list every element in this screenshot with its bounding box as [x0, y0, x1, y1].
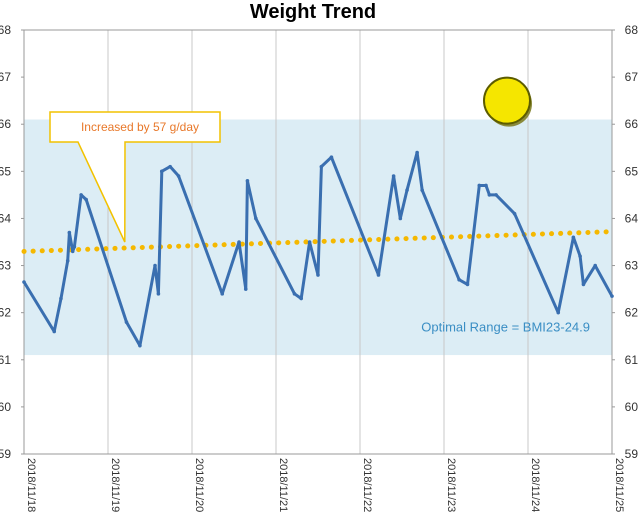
weight-data-point	[578, 254, 582, 258]
weight-data-point	[307, 240, 312, 244]
annotation-text: Increased by 57 g/day	[81, 120, 199, 134]
weight-data-point	[593, 263, 597, 268]
x-tick-label: 2018/11/25	[613, 458, 625, 512]
weight-data-point	[487, 193, 492, 197]
weight-data-point	[512, 211, 517, 216]
y-tick-label-left: 67	[0, 70, 11, 84]
weight-data-point	[292, 292, 297, 296]
weight-data-point	[22, 280, 26, 284]
x-tick-label: 2018/11/19	[109, 458, 121, 512]
y-tick-label-left: 66	[0, 117, 11, 131]
plot-area: 59 59 60 60 61 61 62 62 63 63 64 64 65 65 66 66 67 67 68 68…	[0, 23, 638, 512]
weight-data-point	[581, 282, 586, 287]
weight-data-point	[138, 343, 142, 348]
weight-data-point	[243, 287, 248, 291]
chart-title: Weight Trend	[250, 1, 376, 23]
weight-data-point	[70, 249, 75, 254]
y-tick-label-left: 68	[0, 23, 11, 37]
x-tick-label: 2018/11/18	[25, 458, 37, 512]
y-tick-label-left: 63	[0, 259, 11, 273]
weight-data-point	[156, 292, 161, 296]
trendline	[21, 229, 615, 254]
weight-data-point	[59, 296, 63, 301]
weight-data-point	[237, 240, 241, 244]
y-tick-label-right: 60	[625, 400, 639, 414]
x-tick-label: 2018/11/21	[277, 458, 289, 512]
weight-data-point	[405, 188, 409, 192]
weight-data-point	[168, 164, 172, 169]
weight-data-point	[159, 169, 164, 174]
weight-data-point	[415, 150, 419, 155]
weight-data-point	[477, 183, 482, 188]
weight-data-point	[79, 193, 83, 197]
y-tick-label-right: 65	[625, 164, 639, 178]
weight-data-point	[398, 216, 403, 221]
x-tick-label: 2018/11/24	[529, 458, 541, 512]
weight-data-point	[316, 273, 320, 277]
weight-data-point	[176, 174, 181, 178]
yellow-marker-circle	[483, 76, 531, 125]
y-tick-label-right: 63	[625, 259, 639, 273]
weight-data-point	[65, 259, 70, 263]
x-tick-label: 2018/11/23	[445, 458, 457, 512]
x-tick-label: 2018/11/22	[361, 458, 373, 512]
weight-data-point	[329, 155, 334, 159]
weight-data-point	[376, 273, 381, 277]
weight-data-point	[465, 282, 470, 287]
y-tick-label-right: 61	[625, 353, 639, 367]
weight-data-point	[67, 230, 72, 235]
weight-data-point	[84, 197, 88, 202]
y-tick-label-left: 59	[0, 447, 11, 461]
weight-data-point	[571, 235, 576, 240]
y-tick-label-left: 61	[0, 353, 11, 367]
y-tick-label-right: 62	[625, 306, 639, 320]
weight-data-point	[457, 277, 461, 282]
weight-data-point	[319, 164, 324, 169]
y-tick-label-right: 59	[625, 447, 639, 461]
weight-data-point	[420, 188, 424, 192]
weight-data-point	[72, 244, 77, 249]
annotation-callout	[49, 111, 221, 243]
weight-data-point	[124, 320, 129, 324]
y-tick-label-right: 66	[625, 117, 639, 131]
y-tick-label-left: 65	[0, 164, 11, 178]
weight-data-point	[245, 178, 250, 183]
weight-series-line	[22, 151, 614, 348]
weight-data-point	[52, 329, 57, 334]
weight-data-point	[299, 296, 304, 301]
weight-data-point	[494, 193, 498, 197]
y-tick-label-right: 64	[625, 211, 639, 225]
x-tick-label: 2018/11/20	[193, 458, 205, 512]
weight-data-point	[484, 183, 488, 188]
plot-border	[23, 29, 613, 455]
y-tick-label-left: 64	[0, 211, 11, 225]
optimal-range-label: Optimal Range = BMI23-24.9	[421, 320, 590, 335]
weight-data-point	[220, 292, 225, 296]
weight-data-point	[556, 310, 561, 315]
weight-data-point	[610, 294, 614, 298]
y-tick-label-right: 68	[625, 23, 639, 37]
y-tick-label-right: 67	[625, 70, 639, 84]
weight-data-point	[254, 216, 258, 221]
weight-data-point	[391, 174, 396, 178]
y-tick-label-left: 62	[0, 306, 11, 320]
weight-data-point	[153, 263, 157, 268]
y-tick-label-left: 60	[0, 400, 11, 414]
